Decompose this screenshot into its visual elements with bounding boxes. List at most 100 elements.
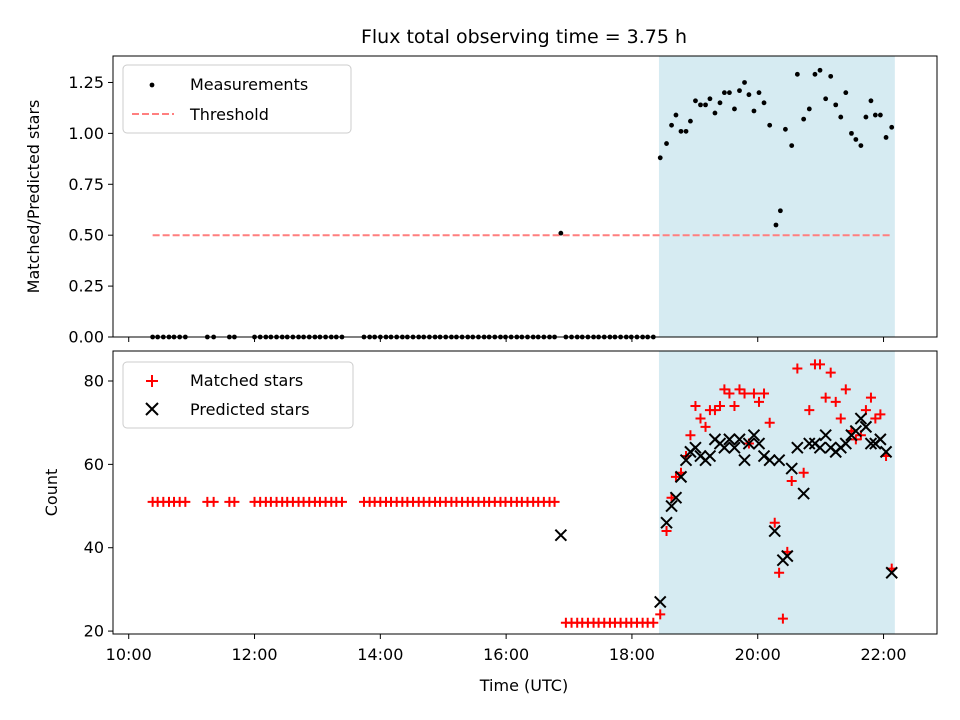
measurement-point — [669, 122, 674, 128]
x-tick-label: 22:00 — [860, 645, 906, 664]
y-tick-label: 0.50 — [68, 226, 104, 245]
predicted-stars-point — [885, 566, 898, 579]
measurement-point — [868, 98, 874, 104]
measurement-point — [717, 100, 723, 106]
y-tick-label: 0.25 — [68, 277, 104, 296]
x-tick-label: 14:00 — [357, 645, 403, 664]
measurement-point — [783, 126, 788, 132]
measurement-point — [801, 116, 807, 122]
y-tick-label: 80 — [84, 372, 104, 391]
measurement-point — [872, 112, 878, 118]
measurement-point — [838, 114, 844, 120]
measurement-point — [693, 98, 698, 104]
matched-stars-point — [769, 517, 780, 528]
matched-stars-point — [870, 413, 881, 424]
predicted-stars-point — [747, 428, 761, 442]
ratio-legend: Measurements Threshold — [122, 64, 352, 134]
predicted-stars-point — [654, 595, 667, 609]
measurement-point — [863, 114, 869, 120]
matched-stars-point — [820, 392, 831, 403]
predicted-stars-point — [665, 499, 678, 513]
matched-stars-point — [655, 609, 666, 620]
count-legend: Matched stars Predicted stars — [122, 361, 354, 429]
matched-stars-point — [759, 388, 770, 399]
measurement-point — [683, 128, 689, 134]
predicted-stars-point — [854, 412, 868, 425]
predicted-stars-point — [689, 441, 702, 454]
measurement-point — [698, 102, 703, 108]
y-tick-label: 1.25 — [68, 73, 104, 92]
matched-stars-point — [670, 471, 681, 482]
measurement-point — [812, 71, 818, 77]
measurement-point — [712, 110, 718, 116]
x-axis-label: Time (UTC) — [479, 676, 568, 695]
matched-stars-point — [734, 384, 745, 395]
matched-stars-point — [739, 388, 750, 399]
matched-stars-point — [792, 363, 803, 374]
measurement-point — [877, 112, 883, 118]
predicted-stars-point — [669, 491, 683, 504]
matched-stars-point — [700, 421, 711, 432]
measurement-point — [727, 90, 732, 96]
predicted-stars-point — [752, 437, 766, 450]
measurement-point — [558, 230, 564, 236]
matched-stars-point — [729, 401, 740, 412]
count-panel: 20 40 60 80 10:00 12:00 14:00 16:00 18:00 20:00 2… — [42, 350, 938, 695]
predicted-stars-point — [819, 428, 832, 442]
measurement-point — [721, 90, 727, 96]
predicted-stars-point — [660, 516, 673, 529]
measurement-point — [756, 90, 762, 96]
matched-stars-point — [875, 409, 886, 420]
measurement-point — [737, 88, 742, 94]
measurement-point — [789, 143, 795, 148]
matched-stars-point — [549, 496, 560, 507]
measurement-point — [707, 96, 713, 102]
matched-stars-point — [336, 496, 347, 507]
matched-stars-point — [777, 613, 788, 624]
measurement-point — [777, 208, 783, 214]
measurement-point — [732, 106, 737, 112]
ratio-panel-frame — [112, 55, 938, 338]
predicted-stars-point — [674, 470, 688, 484]
measurement-point — [657, 155, 663, 161]
matched-stars-point — [724, 388, 735, 399]
predicted-stars-point — [849, 424, 863, 438]
measurement-point — [794, 71, 800, 77]
predicted-stars-point — [791, 441, 804, 454]
measurement-point — [767, 122, 773, 128]
measurement-point — [889, 124, 895, 130]
matched-stars-point — [685, 430, 696, 441]
measurement-point — [849, 130, 854, 136]
measurement-point — [746, 92, 752, 98]
predicted-stars-point — [874, 433, 887, 446]
predicted-stars-point — [859, 420, 873, 434]
y-tick-label: 1.00 — [68, 124, 104, 143]
matched-stars-point — [830, 396, 841, 407]
predicted-stars-point — [763, 453, 776, 467]
y-tick-label: 60 — [84, 455, 104, 474]
legend-label-matched-stars: Matched stars — [190, 371, 303, 390]
y-tick-label: 0.75 — [68, 175, 104, 194]
matched-stars-point — [804, 405, 815, 416]
matched-stars-point — [825, 367, 836, 378]
legend-marker-matched-stars — [146, 375, 158, 387]
ratio-panel: 0.00 0.25 0.50 0.75 1.00 1.25 Matched/Predict… — [24, 55, 938, 347]
matched-stars-point — [661, 526, 672, 537]
matched-stars-point — [764, 417, 775, 428]
matched-stars-point — [208, 496, 219, 507]
legend-marker-predicted-stars — [145, 402, 159, 416]
chart-title: Flux total observing time = 3.75 h — [361, 26, 687, 48]
x-tick-label: 12:00 — [231, 645, 277, 664]
predicted-stars-point — [718, 441, 731, 454]
measurement-point — [833, 102, 839, 108]
predicted-stars-point — [839, 437, 853, 450]
x-tick-label: 10:00 — [106, 645, 152, 664]
matched-stars-point — [690, 401, 701, 412]
y-tick-label: 20 — [84, 622, 104, 641]
measurement-point — [703, 102, 708, 108]
matched-stars-point — [229, 496, 240, 507]
x-tick-label: 18:00 — [609, 645, 655, 664]
x-tick-label: 20:00 — [735, 645, 781, 664]
ratio-legend-box — [122, 64, 352, 134]
matched-stars-point — [648, 617, 659, 628]
